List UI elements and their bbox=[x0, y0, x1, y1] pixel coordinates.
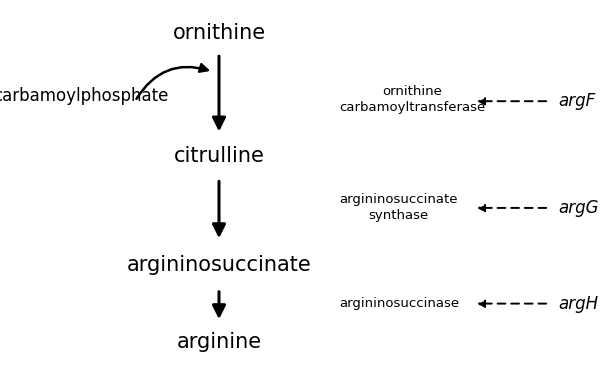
Text: carbamoylphosphate: carbamoylphosphate bbox=[0, 87, 169, 105]
Text: argininosuccinase: argininosuccinase bbox=[339, 297, 459, 310]
Text: ornithine: ornithine bbox=[172, 23, 266, 43]
Text: argF: argF bbox=[558, 92, 595, 110]
Text: argininosuccinate: argininosuccinate bbox=[127, 255, 311, 275]
Text: ornithine
carbamoyltransferase: ornithine carbamoyltransferase bbox=[339, 85, 485, 114]
Text: argH: argH bbox=[558, 295, 598, 312]
Text: argG: argG bbox=[558, 199, 599, 217]
Text: argininosuccinate
synthase: argininosuccinate synthase bbox=[339, 194, 457, 222]
Text: arginine: arginine bbox=[176, 332, 262, 352]
Text: citrulline: citrulline bbox=[173, 146, 265, 166]
